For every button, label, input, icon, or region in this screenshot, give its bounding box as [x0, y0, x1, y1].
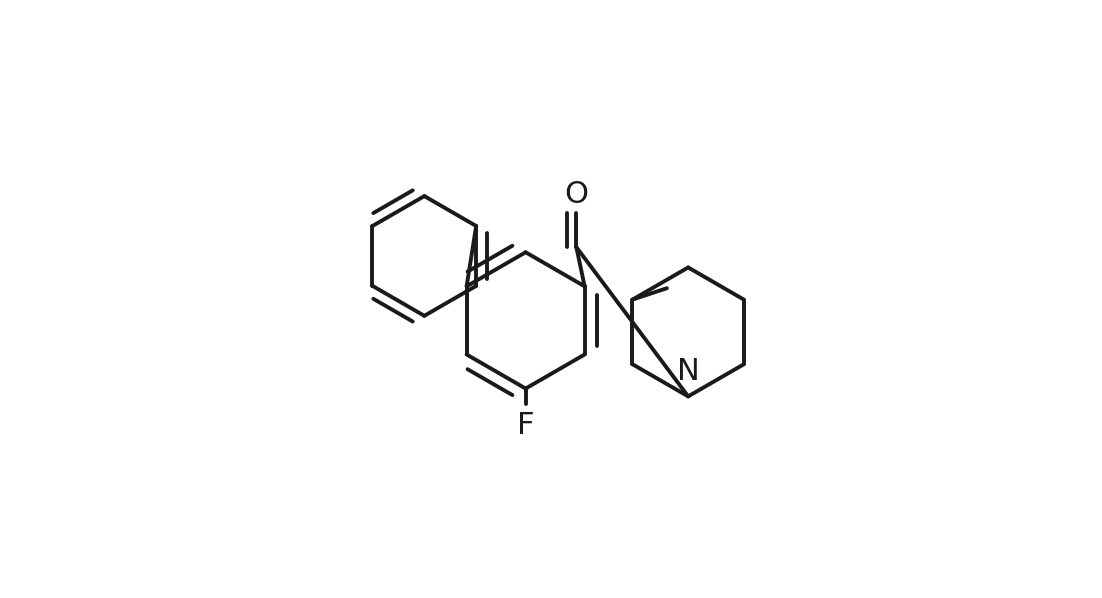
Text: F: F: [517, 411, 534, 440]
Text: N: N: [677, 357, 700, 386]
Text: O: O: [564, 180, 588, 209]
